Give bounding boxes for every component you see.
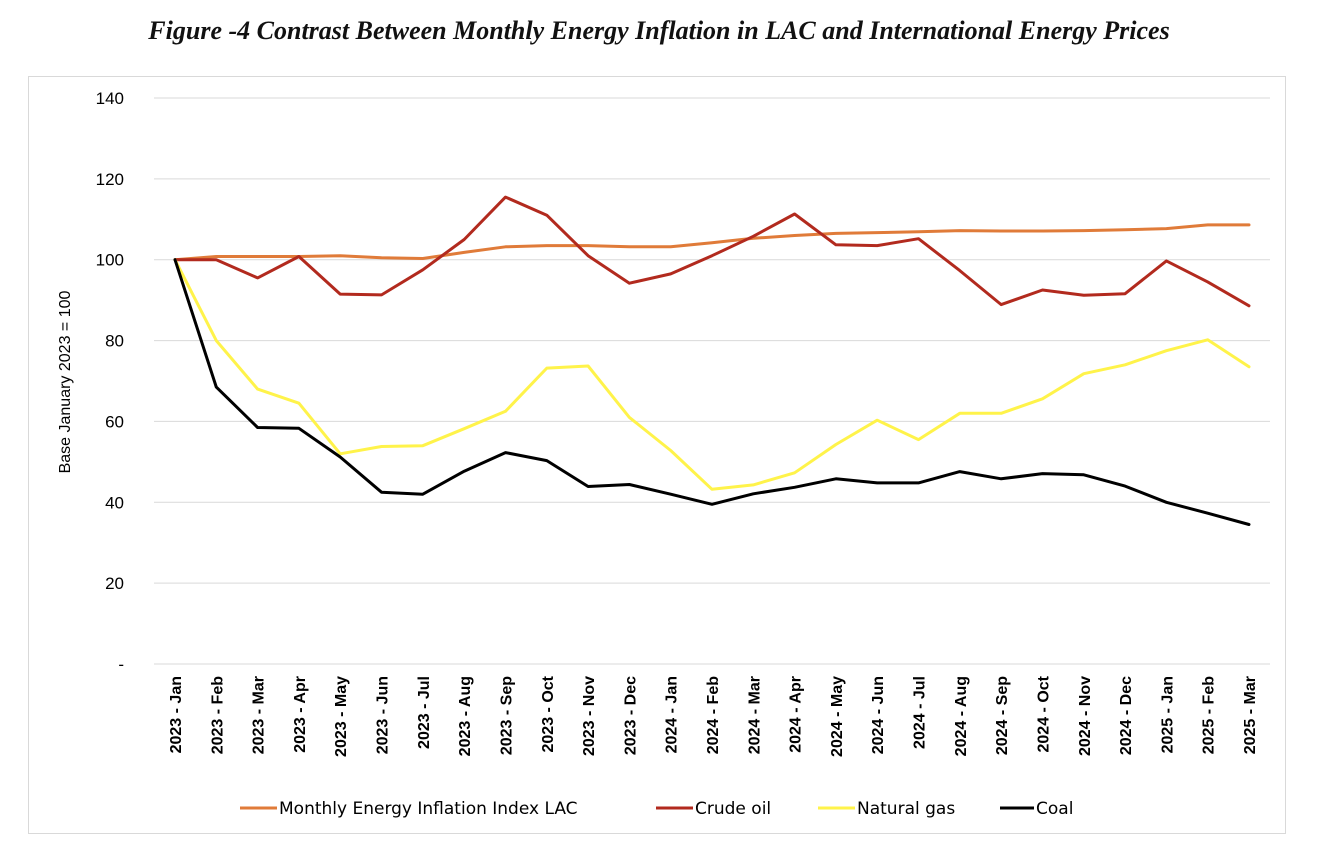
- gridlines: [154, 97, 1270, 665]
- x-tick-label: 2023 - May: [333, 676, 350, 757]
- legend-label-monthly-energy-inflation-index-lac: Monthly Energy Inflation Index LAC: [279, 799, 578, 819]
- x-tick-label: 2023 - Apr: [292, 676, 309, 753]
- x-tick-label: 2024 - May: [829, 676, 846, 757]
- x-tick-label: 2025 - Jan: [1159, 676, 1176, 753]
- x-tick-label: 2023 - Dec: [622, 676, 639, 755]
- x-tick-label: 2023 - Jan: [168, 676, 185, 753]
- y-axis-ticks: - 20 40 60 80 100 120 140: [96, 89, 124, 674]
- y-tick-label: 100: [96, 251, 124, 270]
- x-tick-label: 2023 - Oct: [540, 675, 557, 752]
- y-tick-label: 60: [105, 412, 124, 431]
- y-axis-label: Base January 2023 = 100: [57, 291, 74, 474]
- x-tick-label: 2023 - Jun: [375, 676, 392, 754]
- x-tick-label: 2023 - Feb: [209, 676, 226, 754]
- x-tick-label: 2024 - Nov: [1077, 676, 1094, 756]
- x-tick-label: 2024 - Oct: [1035, 675, 1052, 752]
- x-tick-label: 2024 - Apr: [788, 676, 805, 753]
- series-line-monthly-energy-inflation-index-lac: [173, 223, 1251, 262]
- y-tick-label: 40: [105, 493, 124, 512]
- x-tick-label: 2024 - Aug: [953, 676, 970, 756]
- y-tick-label: 80: [105, 332, 124, 351]
- y-tick-label: 20: [105, 574, 124, 593]
- legend-label-coal: Coal: [1036, 799, 1073, 819]
- x-tick-label: 2024 - Sep: [994, 676, 1011, 755]
- x-tick-label: 2023 - Aug: [457, 676, 474, 756]
- series-line-coal: [173, 258, 1251, 526]
- x-axis-ticks: 2023 - Jan 2023 - Feb 2023 - Mar 2023 - Apr…: [168, 675, 1259, 757]
- x-tick-label: 2023 - Mar: [251, 676, 268, 754]
- chart-frame: [28, 76, 1286, 834]
- x-tick-label: 2025 - Mar: [1242, 676, 1259, 754]
- y-tick-label: 140: [96, 89, 124, 108]
- figure-title: Figure -4 Contrast Between Monthly Energ…: [148, 16, 1170, 45]
- series-line-natural-gas: [173, 258, 1251, 491]
- legend: Monthly Energy Inflation Index LAC Crude …: [240, 799, 1073, 819]
- x-tick-label: 2024 - Dec: [1118, 676, 1135, 755]
- x-tick-label: 2024 - Jul: [912, 676, 929, 749]
- x-tick-label: 2023 - Jul: [416, 676, 433, 749]
- x-tick-label: 2024 - Mar: [746, 676, 763, 754]
- legend-label-natural-gas: Natural gas: [857, 799, 955, 819]
- y-tick-label: -: [118, 655, 124, 674]
- legend-label-crude-oil: Crude oil: [695, 799, 771, 819]
- y-tick-label: 120: [96, 170, 124, 189]
- x-tick-label: 2024 - Feb: [705, 676, 722, 754]
- x-tick-label: 2023 - Nov: [581, 676, 598, 756]
- x-tick-label: 2023 - Sep: [498, 676, 515, 755]
- series-lines: [173, 195, 1251, 526]
- x-tick-label: 2025 - Feb: [1201, 676, 1218, 754]
- series-line-crude-oil: [173, 195, 1251, 308]
- x-tick-label: 2024 - Jan: [664, 676, 681, 753]
- x-tick-label: 2024 - Jun: [870, 676, 887, 754]
